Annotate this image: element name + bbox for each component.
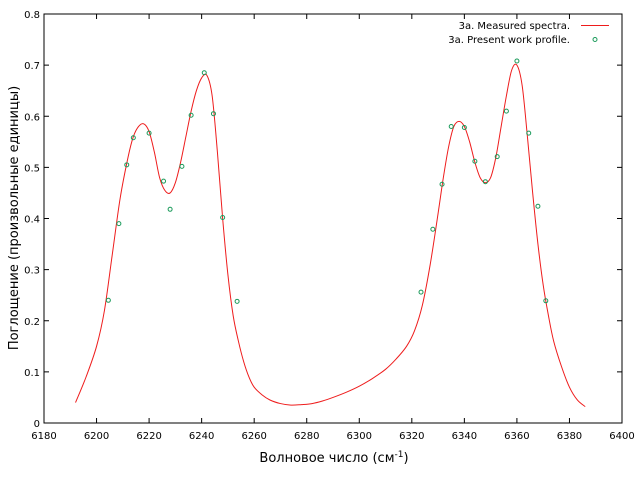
profile-point <box>179 163 185 169</box>
legend: 3a. Measured spectra. 3a. Present work p… <box>448 21 609 46</box>
measured-curve-layer <box>75 63 586 408</box>
profile-point <box>146 130 152 136</box>
profile-point <box>430 226 436 232</box>
x-tick-label: 6200 <box>84 431 109 442</box>
profile-point <box>105 297 111 303</box>
y-tick-label: 0.1 <box>24 368 40 379</box>
y-axis-label: Поглощение (произвольные единицы) <box>7 86 22 350</box>
x-tick-label: 6400 <box>609 431 634 442</box>
x-tick-label: 6300 <box>347 431 372 442</box>
profile-point <box>472 158 478 164</box>
profile-point <box>514 58 520 64</box>
profile-point <box>210 111 216 117</box>
profile-point <box>543 298 549 304</box>
x-tick-label: 6220 <box>136 431 161 442</box>
y-tick-label: 0.5 <box>24 163 40 174</box>
profile-point <box>439 181 445 187</box>
y-tick-label: 0 <box>34 419 40 430</box>
x-tick-label: 6360 <box>504 431 529 442</box>
profile-point <box>448 123 454 129</box>
y-tick-label: 0.3 <box>24 266 40 277</box>
legend-swatch-profile <box>592 37 598 42</box>
profile-point <box>482 179 488 185</box>
x-tick-label: 6260 <box>241 431 266 442</box>
x-tick-label: 6280 <box>294 431 319 442</box>
y-tick-label: 0.4 <box>24 215 40 226</box>
x-tick-label: 6180 <box>31 431 56 442</box>
x-tick-label: 6340 <box>452 431 477 442</box>
profile-point <box>234 298 240 304</box>
profile-point <box>130 135 136 141</box>
x-tick-label: 6380 <box>557 431 582 442</box>
x-tick-label: 6320 <box>399 431 424 442</box>
profile-points-layer <box>105 58 549 304</box>
profile-point <box>220 214 226 220</box>
profile-point <box>535 203 541 209</box>
y-tick-label: 0.6 <box>24 112 40 123</box>
x-tick-label: 6240 <box>189 431 214 442</box>
y-tick-label: 0.8 <box>24 10 40 21</box>
measured-spectrum-line <box>75 63 586 408</box>
profile-point <box>526 130 532 136</box>
y-tick-label: 0.2 <box>24 317 40 328</box>
profile-point <box>503 108 509 114</box>
profile-point <box>188 112 194 118</box>
profile-point <box>116 221 122 227</box>
x-axis-label: Волновое число (см-1) <box>259 450 408 466</box>
profile-point <box>167 206 173 212</box>
profile-point <box>461 124 467 130</box>
legend-entry-measured: 3a. Measured spectra. <box>459 21 570 32</box>
profile-point <box>161 178 167 184</box>
profile-point <box>418 289 424 295</box>
profile-point <box>494 154 500 160</box>
legend-entry-profile: 3a. Present work profile. <box>448 35 570 46</box>
y-tick-label: 0.7 <box>24 61 40 72</box>
axis-ticks: 6180 6200 6220 6240 6260 6280 6300 6320 6340 6360… <box>24 10 635 442</box>
profile-point <box>201 70 207 76</box>
profile-point <box>124 162 130 168</box>
